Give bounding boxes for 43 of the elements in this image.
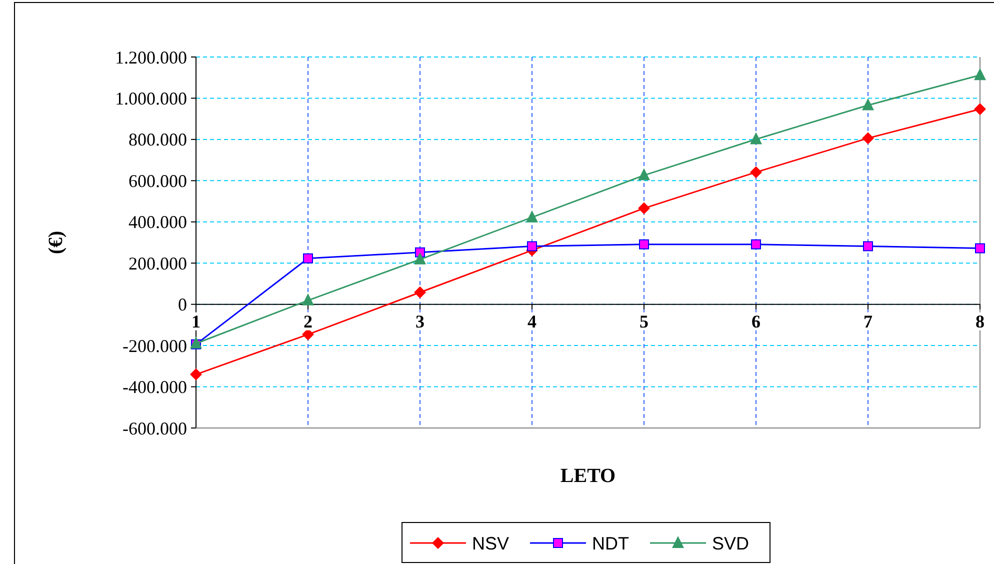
legend-label: NDT bbox=[592, 533, 629, 554]
point bbox=[526, 210, 538, 222]
y-tick-label: 600.000 bbox=[128, 170, 187, 191]
y-tick-label: 1.200.000 bbox=[115, 47, 187, 68]
point bbox=[751, 239, 761, 250]
y-tick-label: 400.000 bbox=[128, 212, 187, 232]
y-tick-label: 0 bbox=[178, 294, 187, 315]
point bbox=[638, 202, 650, 214]
legend-label: NSV bbox=[472, 533, 510, 554]
x-tick-label: 7 bbox=[864, 311, 872, 332]
y-tick-label: -400.000 bbox=[122, 377, 187, 398]
point bbox=[975, 243, 985, 254]
point bbox=[302, 293, 314, 306]
y-tick-label: 1.000.000 bbox=[115, 88, 187, 109]
x-tick-label: 6 bbox=[752, 311, 760, 332]
point bbox=[190, 336, 202, 348]
x-tick-label: 3 bbox=[416, 311, 424, 332]
x-tick-label: 8 bbox=[976, 311, 984, 332]
y-tick-label: -600.000 bbox=[122, 418, 187, 438]
x-tick-label: 5 bbox=[640, 311, 648, 332]
point bbox=[750, 132, 762, 144]
point bbox=[974, 103, 986, 116]
y-tick-label: -200.000 bbox=[122, 336, 187, 356]
y-tick-label: 200.000 bbox=[128, 253, 187, 274]
point bbox=[862, 98, 874, 110]
point bbox=[750, 166, 762, 178]
x-axis-title: LETO bbox=[560, 465, 616, 487]
point bbox=[414, 286, 426, 298]
point bbox=[303, 253, 313, 264]
legend-label: SVD bbox=[712, 533, 750, 554]
x-tick-label: 4 bbox=[528, 311, 536, 332]
y-tick-label: 800.000 bbox=[128, 130, 187, 150]
point bbox=[974, 68, 986, 80]
point bbox=[862, 132, 874, 144]
point bbox=[639, 239, 649, 250]
point bbox=[527, 241, 537, 252]
point bbox=[190, 368, 202, 380]
point bbox=[638, 168, 650, 180]
y-axis-title: (€) bbox=[45, 230, 67, 254]
point bbox=[414, 252, 426, 264]
x-tick-label: 1 bbox=[192, 311, 200, 332]
x-tick-label: 2 bbox=[304, 311, 312, 332]
point bbox=[863, 241, 873, 252]
